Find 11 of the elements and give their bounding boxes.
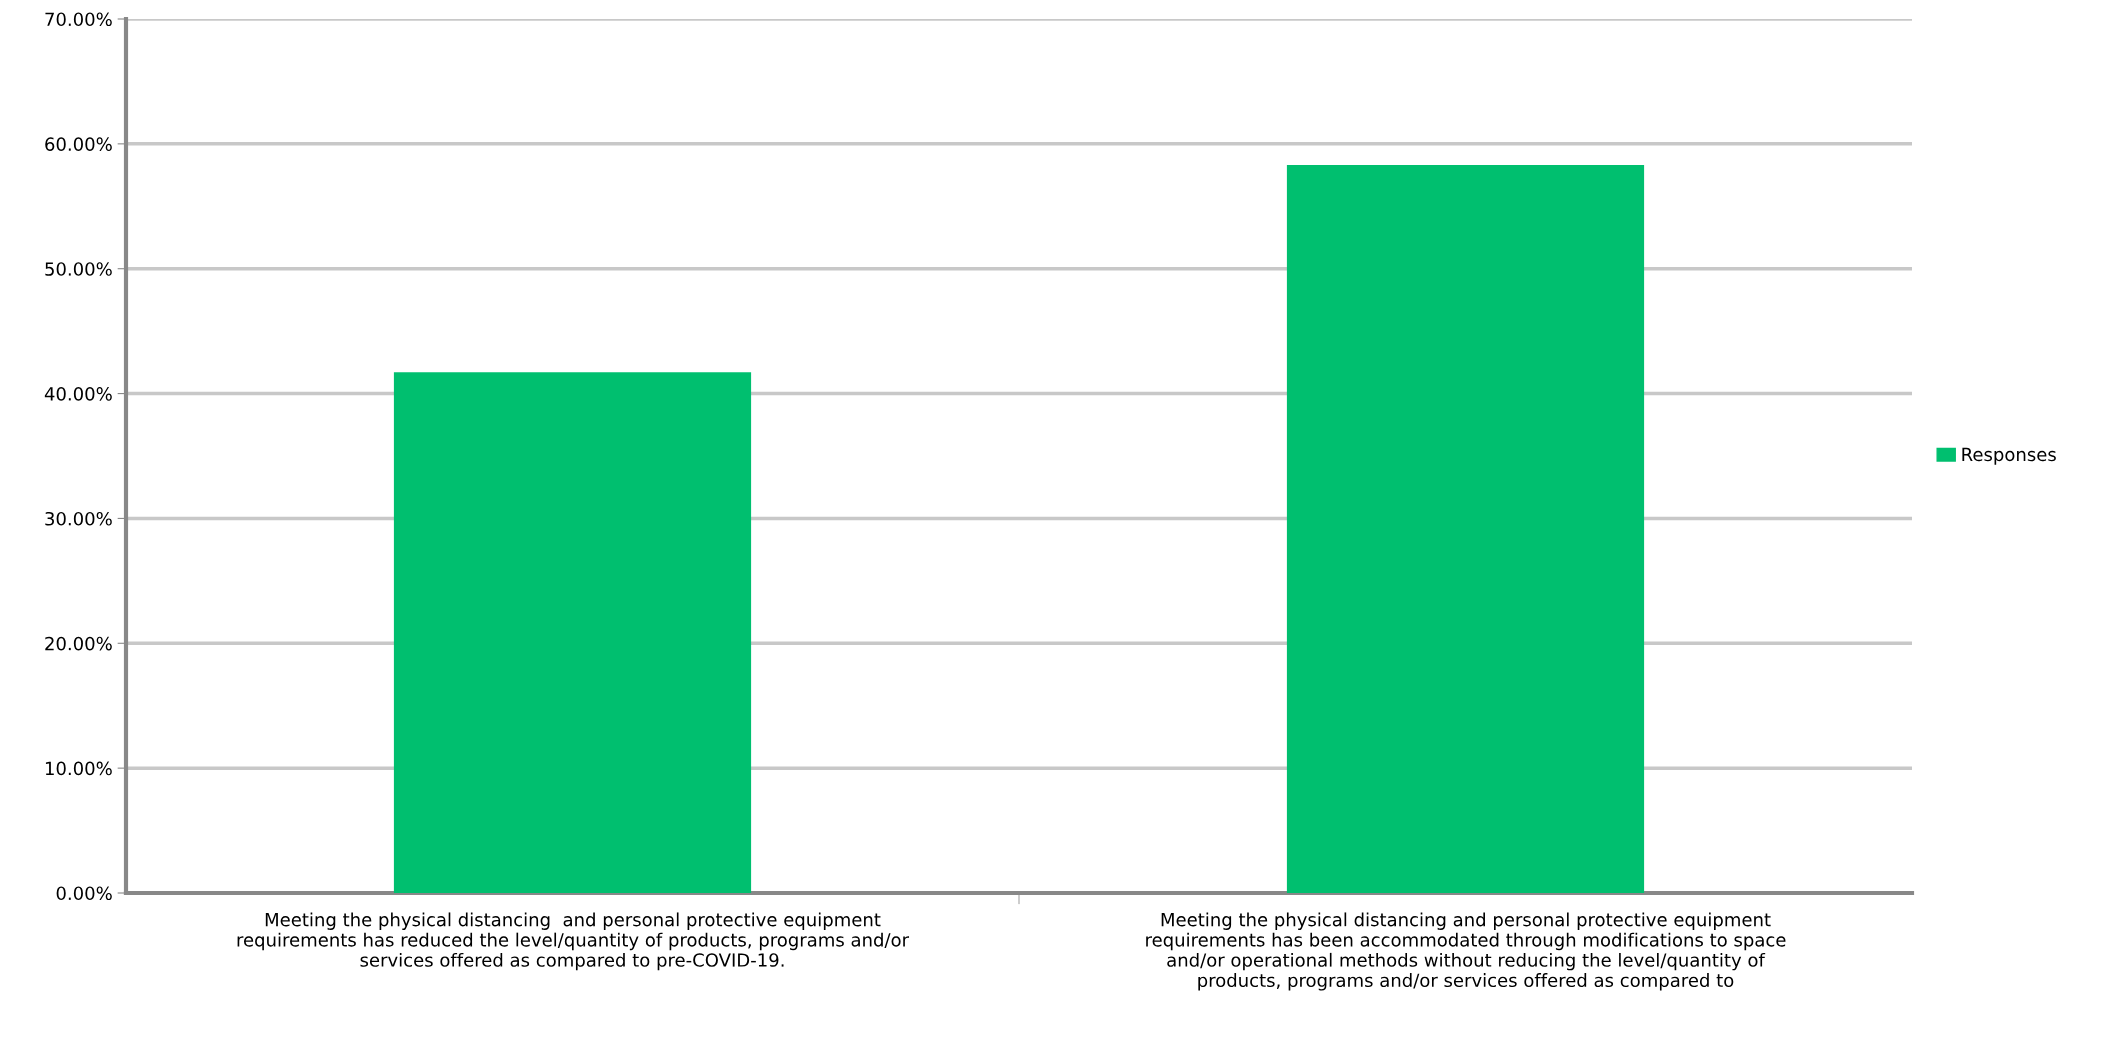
y-tick-label: 10.00% (45, 761, 112, 776)
y-tick-label: 0.00% (56, 886, 112, 901)
x-tick-label: Meeting the physical distancing and personal protective equipment requirements has reduced the level/quantity of products, programs and/or services offered as compared to pre-COVID-19. (237, 912, 910, 971)
legend-label: Responses (1962, 447, 2056, 465)
y-tick-label: 70.00% (45, 12, 112, 27)
y-tick-label: 60.00% (45, 137, 112, 151)
y-tick-label: 40.00% (44, 387, 112, 401)
y-tick-label: 50.00% (45, 262, 112, 276)
y-tick-label: 30.00% (45, 511, 112, 526)
y-tick-label: 20.00% (45, 636, 112, 651)
x-tick-label: Meeting the physical distancing and personal protective equipment requirements has been accommodated through modifications to space and/or operational methods without reducing the level/quantity of products, programs and/or services offered as compared to (1146, 912, 1786, 991)
